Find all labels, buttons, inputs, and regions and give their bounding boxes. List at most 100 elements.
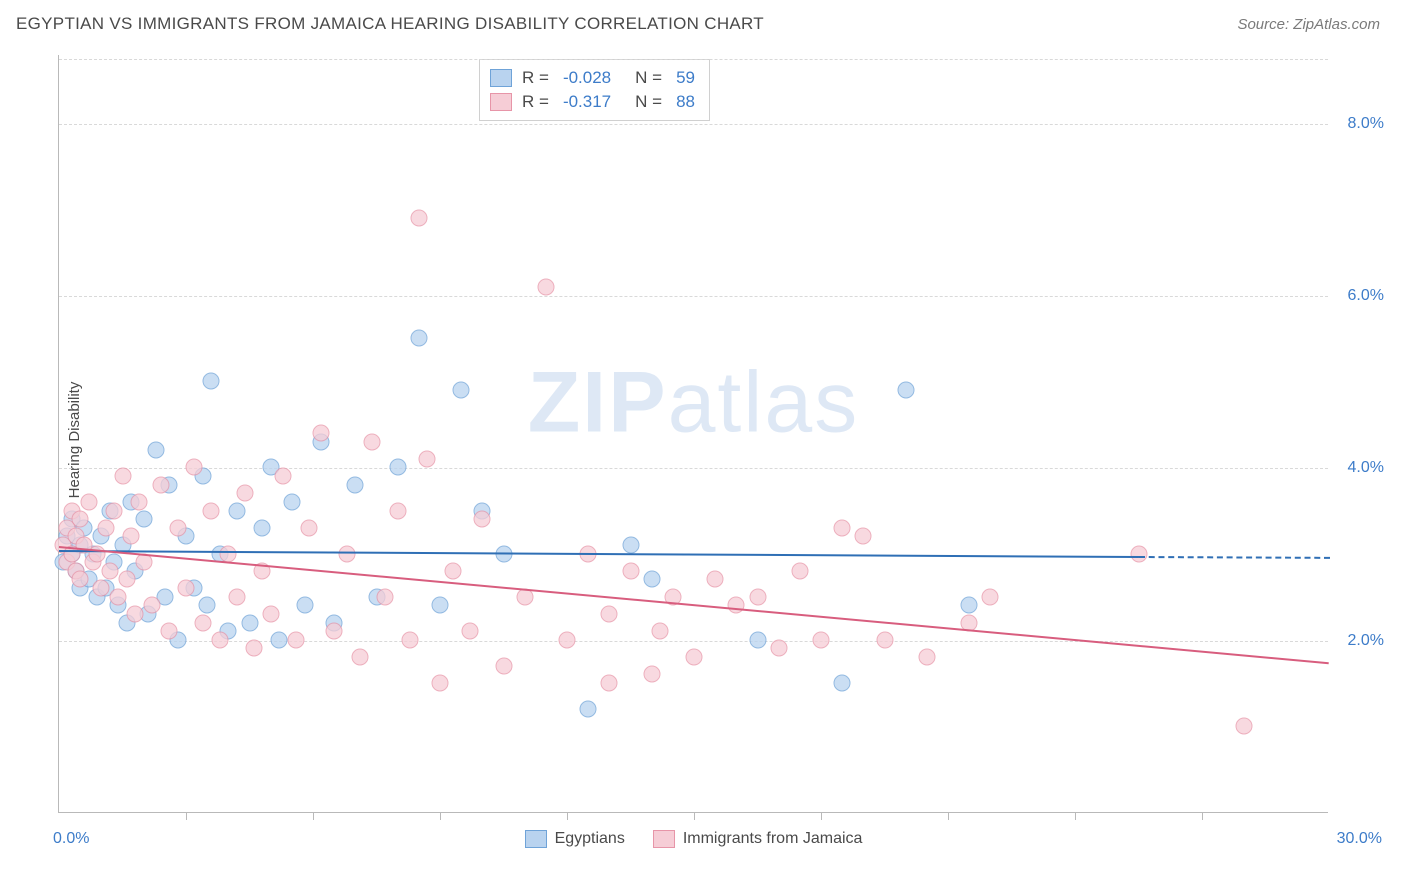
trend-line-extrapolated — [1138, 556, 1329, 559]
n-value: 88 — [676, 92, 695, 112]
scatter-point — [296, 597, 313, 614]
scatter-point — [93, 580, 110, 597]
scatter-point — [313, 425, 330, 442]
legend-series-label: Egyptians — [555, 830, 625, 848]
y-tick-label: 2.0% — [1348, 632, 1384, 650]
scatter-point — [203, 502, 220, 519]
scatter-point — [122, 528, 139, 545]
scatter-point — [194, 614, 211, 631]
scatter-point — [686, 648, 703, 665]
scatter-point — [283, 493, 300, 510]
r-label: R = — [522, 92, 549, 112]
scatter-point — [135, 511, 152, 528]
scatter-point — [876, 631, 893, 648]
watermark-bold: ZIP — [528, 355, 668, 451]
scatter-point — [72, 571, 89, 588]
scatter-point — [241, 614, 258, 631]
chart-area: Hearing Disability ZIPatlas R =-0.028N =… — [44, 50, 1384, 830]
r-label: R = — [522, 68, 549, 88]
scatter-point — [288, 631, 305, 648]
scatter-point — [855, 528, 872, 545]
scatter-point — [410, 209, 427, 226]
scatter-point — [237, 485, 254, 502]
chart-title: EGYPTIAN VS IMMIGRANTS FROM JAMAICA HEAR… — [16, 14, 764, 34]
legend-swatch — [490, 93, 512, 111]
scatter-point — [410, 330, 427, 347]
scatter-point — [347, 476, 364, 493]
scatter-point — [262, 605, 279, 622]
x-axis-max-label: 30.0% — [1337, 830, 1382, 848]
scatter-point — [402, 631, 419, 648]
n-label: N = — [635, 92, 662, 112]
scatter-point — [97, 519, 114, 536]
scatter-point — [601, 674, 618, 691]
scatter-point — [144, 597, 161, 614]
scatter-point — [199, 597, 216, 614]
x-tick — [1075, 812, 1076, 820]
scatter-point — [495, 657, 512, 674]
scatter-point — [271, 631, 288, 648]
scatter-point — [72, 511, 89, 528]
legend-series-item: Egyptians — [525, 830, 625, 848]
watermark: ZIPatlas — [528, 354, 859, 453]
y-tick-label: 6.0% — [1348, 287, 1384, 305]
x-tick — [821, 812, 822, 820]
r-value: -0.317 — [563, 92, 611, 112]
scatter-point — [161, 623, 178, 640]
scatter-point — [643, 571, 660, 588]
scatter-point — [254, 519, 271, 536]
scatter-point — [114, 468, 131, 485]
scatter-point — [622, 562, 639, 579]
x-tick — [948, 812, 949, 820]
legend-swatch — [653, 830, 675, 848]
x-tick — [313, 812, 314, 820]
scatter-point — [220, 545, 237, 562]
scatter-point — [178, 580, 195, 597]
legend-series-label: Immigrants from Jamaica — [683, 830, 863, 848]
legend-correlation-row: R =-0.028N =59 — [490, 66, 695, 90]
gridline-h — [59, 468, 1328, 469]
scatter-point — [211, 631, 228, 648]
gridline-h — [59, 124, 1328, 125]
r-value: -0.028 — [563, 68, 611, 88]
scatter-point — [148, 442, 165, 459]
legend-swatch — [490, 69, 512, 87]
scatter-point — [228, 502, 245, 519]
scatter-point — [228, 588, 245, 605]
scatter-point — [453, 381, 470, 398]
scatter-point — [461, 623, 478, 640]
scatter-point — [580, 700, 597, 717]
scatter-point — [432, 597, 449, 614]
x-tick — [440, 812, 441, 820]
scatter-point — [791, 562, 808, 579]
scatter-point — [101, 562, 118, 579]
scatter-point — [127, 605, 144, 622]
scatter-point — [707, 571, 724, 588]
legend-correlation-row: R = -0.317 N = 88 — [490, 90, 695, 114]
scatter-point — [601, 605, 618, 622]
y-tick-label: 8.0% — [1348, 115, 1384, 133]
scatter-point — [961, 597, 978, 614]
scatter-point — [351, 648, 368, 665]
x-tick — [186, 812, 187, 820]
scatter-point — [834, 519, 851, 536]
n-value: 59 — [676, 68, 695, 88]
scatter-point — [813, 631, 830, 648]
scatter-point — [245, 640, 262, 657]
scatter-point — [1130, 545, 1147, 562]
scatter-point — [110, 588, 127, 605]
scatter-point — [643, 666, 660, 683]
chart-header: EGYPTIAN VS IMMIGRANTS FROM JAMAICA HEAR… — [0, 0, 1406, 42]
scatter-point — [444, 562, 461, 579]
plot-area: ZIPatlas R =-0.028N =59R =-0.317N =88 0.… — [58, 55, 1328, 813]
legend-series-item: Immigrants from Jamaica — [653, 830, 863, 848]
scatter-point — [131, 493, 148, 510]
x-tick — [1202, 812, 1203, 820]
scatter-point — [275, 468, 292, 485]
scatter-point — [474, 511, 491, 528]
scatter-point — [749, 631, 766, 648]
gridline-h — [59, 59, 1328, 60]
legend-series: Egyptians Immigrants from Jamaica — [59, 830, 1328, 848]
scatter-point — [389, 502, 406, 519]
scatter-point — [622, 536, 639, 553]
